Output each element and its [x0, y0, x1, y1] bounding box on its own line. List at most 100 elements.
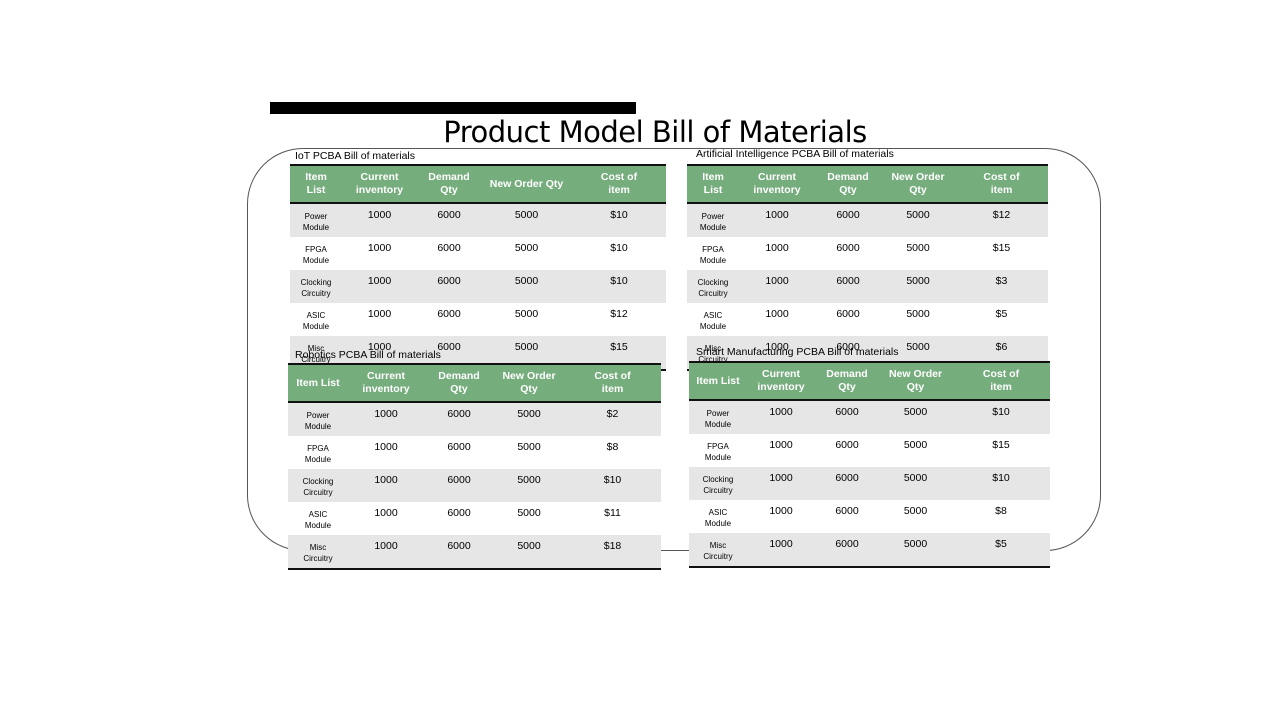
table-row: Power Module 1000 6000 5000 $10 [689, 400, 1050, 434]
cell-new-order-qty: 5000 [906, 209, 930, 221]
cell-current-inventory: 1000 [367, 275, 392, 287]
table-row: Clocking Circuitry 1000 6000 5000 $3 [687, 270, 1048, 303]
cell-current-inventory: 1000 [769, 439, 793, 451]
table-row: Misc Circuitry 1000 6000 5000 $18 [288, 535, 661, 570]
cell-current-inventory: 1000 [348, 535, 424, 570]
table-row: ASIC Module 1000 6000 5000 $12 [290, 303, 666, 336]
cell-current-inventory: 1000 [765, 308, 789, 320]
cell-new-order-qty: 5000 [906, 275, 930, 287]
column-header-cost-of-item: Cost of item [952, 361, 1050, 401]
cell-cost-of-item: $10 [610, 275, 628, 287]
cell-cost-of-item: $15 [992, 242, 1011, 254]
cell-current-inventory: 1000 [765, 209, 789, 221]
cell-item-list: Power Module [704, 409, 732, 429]
cell-current-inventory: 1000 [374, 441, 398, 453]
cell-current-inventory: 1000 [374, 474, 398, 486]
table-row: Power Module 1000 6000 5000 $2 [288, 402, 661, 436]
cell-current-inventory: 1000 [769, 472, 793, 484]
column-header-item-list: Item List [689, 361, 747, 401]
column-header-new-order-qty: New Order Qty [481, 164, 572, 204]
cell-current-inventory: 1000 [374, 408, 398, 420]
table-row: Power Module 1000 6000 5000 $12 [687, 203, 1048, 237]
cell-demand-qty: 6000 [447, 408, 471, 420]
title-accent-bar [270, 102, 636, 114]
cell-current-inventory: 1000 [367, 209, 392, 221]
cell-cost-of-item: $12 [992, 209, 1011, 221]
cell-item-list: Misc Circuitry [288, 535, 348, 570]
cell-demand-qty: 6000 [437, 242, 461, 254]
smart-bom-table: Item List Current inventory Demand Qty New Or… [689, 361, 1050, 568]
cell-demand-qty: 6000 [835, 505, 859, 517]
cell-item-list: Clocking Circuitry [697, 278, 729, 298]
column-header-current-inventory: Current inventory [747, 361, 815, 401]
cell-item-list: Power Module [699, 212, 727, 232]
column-header-item-list: Item List [288, 363, 348, 403]
cell-demand-qty: 6000 [835, 472, 859, 484]
cell-new-order-qty: 5000 [494, 535, 564, 570]
cell-current-inventory: 1000 [765, 242, 789, 254]
column-header-item-list: Item List [687, 164, 739, 204]
cell-demand-qty: 6000 [437, 275, 461, 287]
cell-demand-qty: 6000 [836, 209, 860, 221]
cell-new-order-qty: 5000 [879, 533, 952, 568]
cell-item-list: FPGA Module [302, 245, 330, 265]
cell-new-order-qty: 5000 [903, 505, 928, 517]
cell-cost-of-item: $10 [603, 474, 622, 486]
column-header-demand-qty: Demand Qty [815, 361, 879, 401]
cell-item-list: Power Module [304, 411, 332, 431]
cell-demand-qty: 6000 [815, 533, 879, 568]
cell-cost-of-item: $8 [995, 505, 1007, 517]
cell-item-list: Clocking Circuitry [302, 477, 334, 497]
cell-cost-of-item: $12 [610, 308, 628, 320]
cell-item-list: Clocking Circuitry [300, 278, 332, 298]
rounded-frame [247, 148, 1101, 551]
cell-item-list: Misc Circuitry [689, 533, 747, 568]
iot-bom-table: Item List Current inventory Demand Qty New Ord… [290, 164, 666, 371]
cell-demand-qty: 6000 [835, 439, 859, 451]
cell-current-inventory: 1000 [769, 505, 793, 517]
table-row: ASIC Module 1000 6000 5000 $8 [689, 500, 1050, 533]
cell-current-inventory: 1000 [765, 275, 789, 287]
cell-item-list: FPGA Module [699, 245, 727, 265]
table-row: Misc Circuitry 1000 6000 5000 $5 [689, 533, 1050, 568]
cell-current-inventory: 1000 [367, 308, 392, 320]
page-title: Product Model Bill of Materials [443, 115, 867, 149]
cell-new-order-qty: 5000 [903, 439, 928, 451]
cell-current-inventory: 1000 [769, 406, 793, 418]
cell-item-list: ASIC Module [304, 510, 332, 530]
header-row: Item List Current inventory Demand Qty New Ord… [687, 164, 1048, 204]
column-header-current-inventory: Current inventory [739, 164, 815, 204]
cell-cost-of-item: $11 [604, 507, 621, 519]
cell-new-order-qty: 5000 [903, 472, 928, 484]
ai-table-caption: Artificial Intelligence PCBA Bill of mat… [696, 148, 894, 160]
cell-cost-of-item: $5 [952, 533, 1050, 568]
cell-demand-qty: 6000 [447, 507, 471, 519]
cell-demand-qty: 6000 [437, 209, 461, 221]
table-row: ASIC Module 1000 6000 5000 $11 [288, 502, 661, 535]
cell-demand-qty: 6000 [835, 406, 859, 418]
column-header-new-order-qty: New Order Qty [494, 363, 564, 403]
header-row: Item List Current inventory Demand Qty New Or… [288, 363, 661, 403]
cell-item-list: Clocking Circuitry [702, 475, 734, 495]
cell-cost-of-item: $10 [610, 209, 628, 221]
robotics-bom-table: Item List Current inventory Demand Qty New Or… [288, 363, 661, 570]
column-header-demand-qty: Demand Qty [815, 164, 881, 204]
table-row: FPGA Module 1000 6000 5000 $15 [687, 237, 1048, 270]
cell-new-order-qty: 5000 [514, 242, 539, 254]
column-header-current-inventory: Current inventory [342, 164, 417, 204]
smart-table-caption: Smart Manufacturing PCBA Bill of materia… [696, 346, 899, 358]
cell-new-order-qty: 5000 [517, 507, 541, 519]
column-header-new-order-qty: New Order Qty [881, 164, 955, 204]
column-header-item-list: Item List [290, 164, 342, 204]
cell-new-order-qty: 5000 [514, 275, 539, 287]
table-row: FPGA Module 1000 6000 5000 $8 [288, 436, 661, 469]
robotics-table-caption: Robotics PCBA Bill of materials [295, 349, 441, 361]
table-row: Power Module 1000 6000 5000 $10 [290, 203, 666, 237]
column-header-current-inventory: Current inventory [348, 363, 424, 403]
cell-new-order-qty: 5000 [517, 474, 541, 486]
cell-cost-of-item: $15 [992, 439, 1010, 451]
table-row: Clocking Circuitry 1000 6000 5000 $10 [288, 469, 661, 502]
cell-cost-of-item: $3 [995, 275, 1008, 287]
header-row: Item List Current inventory Demand Qty New Or… [689, 361, 1050, 401]
cell-current-inventory: 1000 [367, 242, 392, 254]
